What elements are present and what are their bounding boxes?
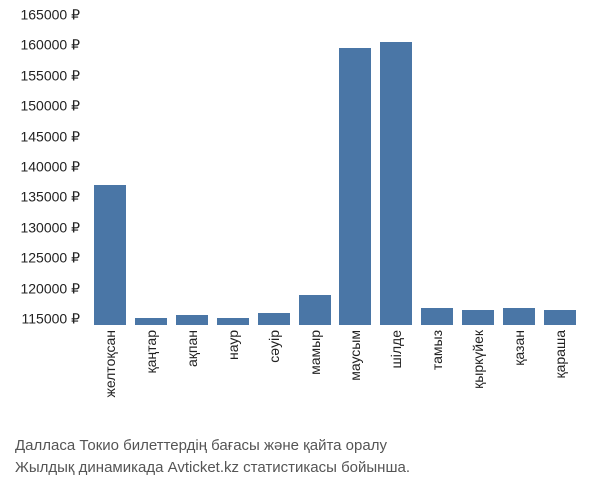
bar: [544, 310, 576, 325]
bar-chart: [90, 15, 580, 325]
y-tick-label: 145000 ₽: [20, 128, 80, 145]
bar: [339, 48, 371, 325]
y-axis: 115000 ₽ 120000 ₽ 125000 ₽ 130000 ₽ 135000 ₽…: [0, 15, 85, 325]
bar: [421, 308, 453, 325]
bar: [135, 318, 167, 325]
y-tick-label: 130000 ₽: [20, 219, 80, 236]
y-tick-label: 135000 ₽: [20, 189, 80, 206]
x-tick-label: қаңтар: [143, 330, 159, 373]
x-tick-label: наур: [225, 330, 241, 360]
bar: [217, 318, 249, 325]
bar: [462, 310, 494, 325]
caption-line-1: Далласа Токио билеттердің бағасы және қа…: [15, 435, 585, 457]
x-tick-label: мамыр: [307, 330, 323, 375]
bar: [299, 295, 331, 325]
y-tick-label: 165000 ₽: [20, 7, 80, 24]
x-tick-label: қыркүйек: [470, 330, 486, 389]
bar: [503, 308, 535, 325]
x-tick-label: ақпан: [184, 330, 200, 367]
y-tick-label: 160000 ₽: [20, 37, 80, 54]
plot-area: [90, 15, 580, 325]
y-tick-label: 155000 ₽: [20, 67, 80, 84]
y-tick-label: 120000 ₽: [20, 280, 80, 297]
x-axis-labels: желтоқсан қаңтар ақпан наур сәуір мамыр маусым…: [90, 330, 580, 440]
bar: [380, 42, 412, 325]
bar: [176, 315, 208, 325]
x-tick-label: тамыз: [429, 330, 445, 370]
x-tick-label: қазан: [511, 330, 527, 366]
y-tick-label: 140000 ₽: [20, 158, 80, 175]
y-tick-label: 125000 ₽: [20, 250, 80, 267]
y-tick-label: 150000 ₽: [20, 98, 80, 115]
x-tick-label: маусым: [347, 330, 363, 381]
x-tick-label: шілде: [388, 330, 404, 368]
x-tick-label: сәуір: [266, 330, 282, 363]
x-tick-label: желтоқсан: [102, 330, 118, 398]
y-tick-label: 115000 ₽: [22, 310, 80, 327]
bar: [94, 185, 126, 325]
caption-line-2: Жылдық динамикада Avticket.kz статистика…: [15, 457, 585, 479]
x-tick-label: қараша: [552, 330, 568, 379]
bar: [258, 313, 290, 325]
chart-caption: Далласа Токио билеттердің бағасы және қа…: [15, 435, 585, 479]
